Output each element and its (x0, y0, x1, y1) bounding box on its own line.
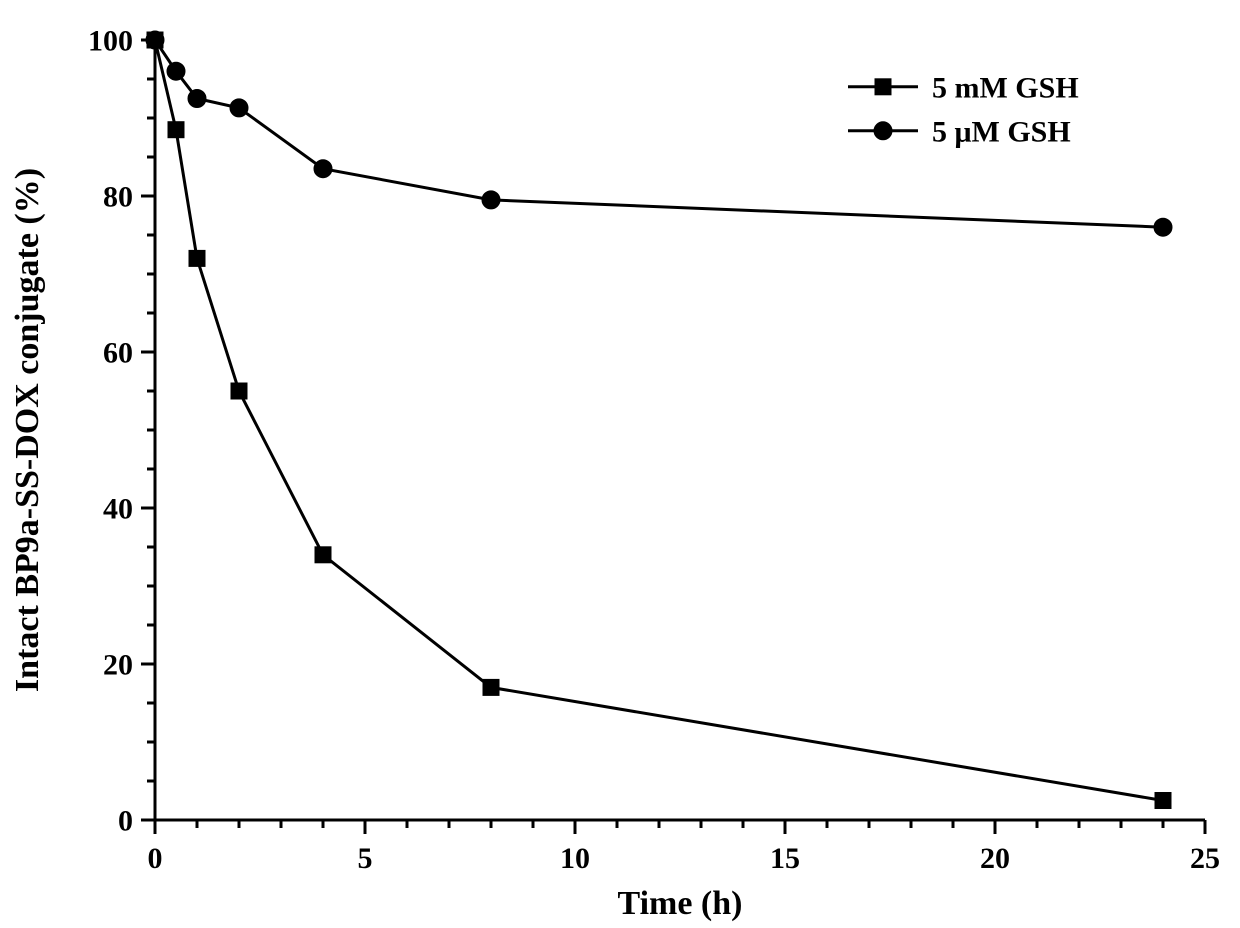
x-tick-label: 15 (770, 842, 800, 875)
y-axis-label: Intact BP9a-SS-DOX conjugate (%) (9, 168, 46, 692)
legend-label: 5 μM GSH (932, 115, 1071, 148)
y-tick-label: 80 (103, 181, 133, 214)
legend-label: 5 mM GSH (932, 71, 1079, 104)
x-tick-label: 5 (358, 842, 373, 875)
y-tick-label: 40 (103, 493, 133, 526)
x-tick-label: 10 (560, 842, 590, 875)
y-tick-label: 100 (88, 25, 133, 58)
y-tick-label: 20 (103, 649, 133, 682)
chart-container: 0 5 10 15 20 25 Time (h) 0 20 40 60 80 100 Intact BP9… (0, 0, 1240, 928)
y-tick-label: 0 (118, 805, 133, 838)
y-tick-label: 60 (103, 337, 133, 370)
x-tick-label: 20 (980, 842, 1010, 875)
x-axis-label: Time (h) (618, 885, 743, 922)
chart-svg: 0 5 10 15 20 25 Time (h) 0 20 40 60 80 100 Intact BP9… (0, 0, 1240, 928)
x-tick-label: 25 (1190, 842, 1220, 875)
x-tick-label: 0 (148, 842, 163, 875)
